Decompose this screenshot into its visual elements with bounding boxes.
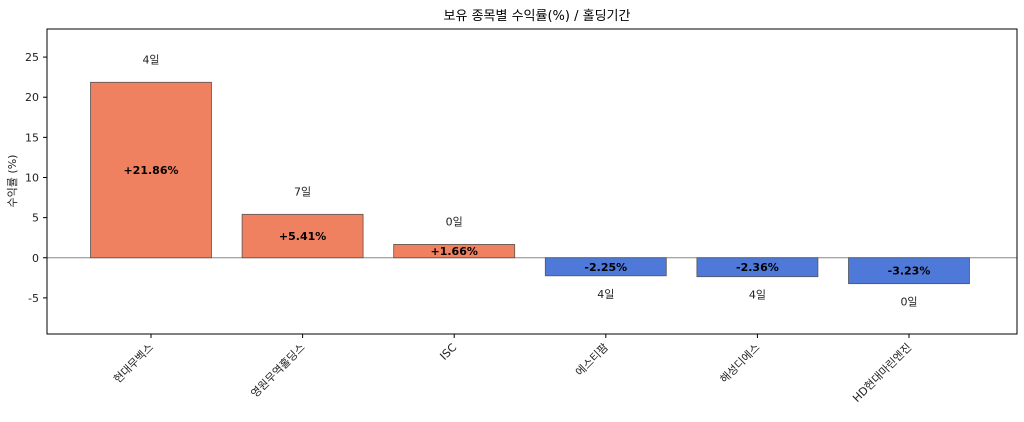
value-label: +5.41% [279, 230, 326, 243]
x-tick-label: 에스티팜 [573, 341, 611, 379]
holding-days-label: 4일 [142, 52, 159, 66]
x-tick-label: 현대무벡스 [111, 341, 156, 386]
chart-title: 보유 종목별 수익률(%) / 홀딩기간 [444, 9, 631, 24]
bar [696, 257, 819, 278]
y-tick-label: 0 [32, 252, 39, 265]
holding-days-label: 0일 [900, 295, 917, 309]
holding-days-label: 7일 [294, 184, 311, 198]
holding-days-label: 4일 [597, 287, 614, 301]
holding-days-label: 0일 [446, 214, 463, 228]
bar [241, 213, 364, 259]
bar [90, 81, 212, 259]
value-label: +21.86% [123, 164, 178, 177]
x-tick-label: 영원무역홀딩스 [248, 341, 307, 400]
y-tick-label: 15 [25, 131, 39, 144]
x-tick-label: ISC [437, 341, 459, 363]
bar [393, 244, 516, 259]
x-tick-label: 해성디에스 [717, 340, 763, 386]
holding-days-label: 4일 [749, 288, 766, 302]
y-tick-label: -5 [28, 292, 39, 305]
value-label: -2.25% [584, 261, 627, 274]
value-label: +1.66% [431, 245, 478, 258]
value-label: -3.23% [888, 265, 931, 278]
bar [544, 257, 667, 277]
y-tick-label: 20 [25, 91, 39, 104]
y-tick-label: 5 [32, 212, 39, 225]
y-tick-label: 10 [25, 171, 39, 184]
y-tick-label: 25 [25, 51, 39, 64]
bar [848, 257, 970, 285]
y-axis-label: 수익률 (%) [6, 155, 19, 208]
value-label: -2.36% [736, 261, 779, 274]
plot-frame [46, 28, 1018, 335]
x-tick-label: HD현대마린엔진 [850, 341, 914, 405]
